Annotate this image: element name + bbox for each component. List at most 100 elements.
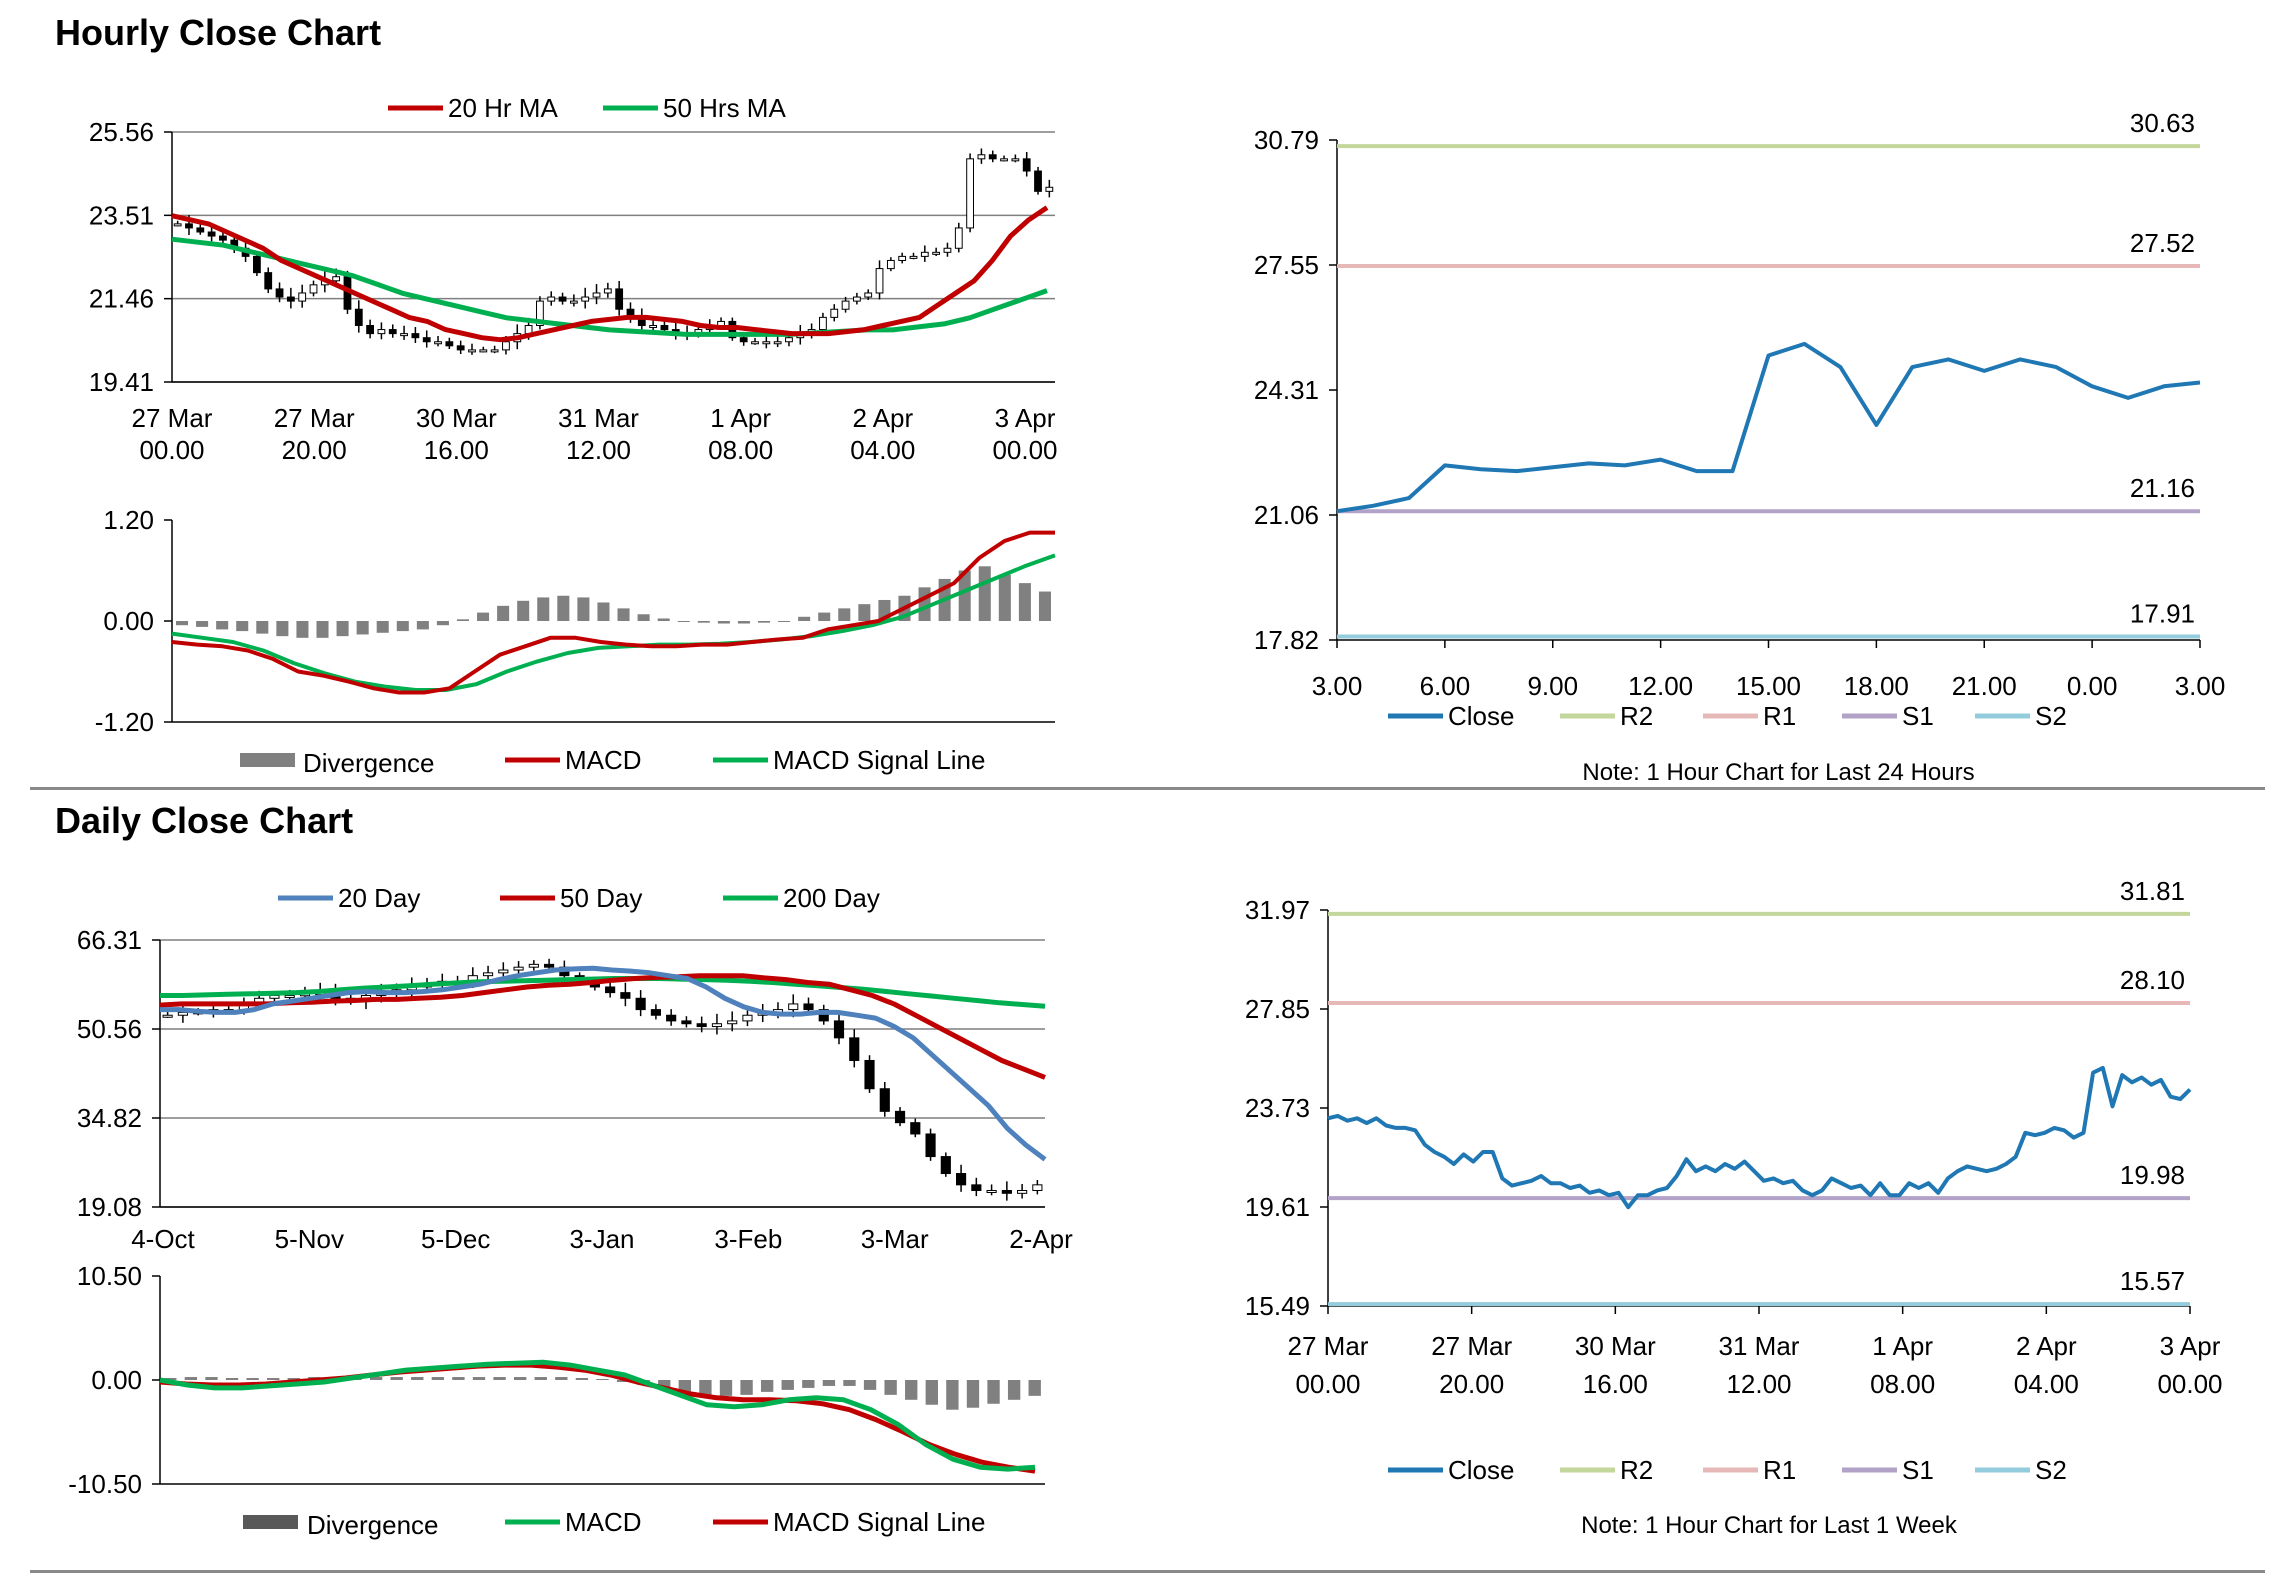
hourly-price-ytick-label: 25.56 (89, 117, 154, 147)
hourly-price-candle (988, 154, 997, 160)
daily-price-ytick-label: 34.82 (77, 1103, 142, 1133)
hourly-macd-divergence-bar (798, 616, 811, 621)
daily-price-candle (1032, 1184, 1043, 1191)
hourly-price-candle (286, 296, 295, 302)
hourly-macd-divergence-bar (396, 621, 409, 632)
hourly-macd-divergence-bar (858, 604, 871, 621)
daily-macd-divergence-bar (287, 1378, 300, 1380)
hourly-1week-note: Note: 1 Hour Chart for Last 1 Week (1581, 1512, 1958, 1539)
legend-divergence-swatch (240, 753, 295, 767)
hourly-price-xtick-date: 1 Apr (710, 403, 771, 433)
hourly-price-candle (298, 292, 307, 302)
daily-macd-divergence-bar (411, 1377, 424, 1380)
daily-macd-divergence-bar (164, 1378, 177, 1380)
hourly-price-candle (966, 158, 974, 229)
hourly-macd-divergence-bar (697, 621, 710, 623)
hourly-1week-xtick-date: 27 Mar (1431, 1331, 1512, 1361)
daily-macd-divergence-bar (946, 1380, 959, 1410)
legend-20hr-ma-label: 20 Hr MA (448, 93, 558, 123)
daily-legend-divergence-label: Divergence (307, 1510, 439, 1540)
daily-macd-divergence-bar (246, 1378, 259, 1380)
hourly-macd-divergence-bar (376, 621, 389, 633)
hourly-macd-divergence-bar (757, 621, 771, 623)
hourly-1week-s1-label: 19.98 (2120, 1160, 2185, 1190)
daily-legend-macd-signal-label: MACD Signal Line (773, 1507, 985, 1537)
hourly-24h-legend-close-label: Close (1448, 701, 1514, 731)
daily-macd-ytick-label: 0.00 (91, 1365, 142, 1395)
hourly-1week-xtick-date: 31 Mar (1719, 1331, 1800, 1361)
hourly-price-ytick-label: 23.51 (89, 200, 154, 230)
hourly-macd-divergence-bar (737, 621, 750, 624)
hourly-price-candle (785, 337, 793, 343)
legend-50-day-label: 50 Day (560, 883, 642, 913)
hourly-price-candle (943, 247, 952, 253)
daily-price-xtick-label: 2-Apr (1009, 1224, 1073, 1254)
daily-macd-divergence-bar (905, 1380, 918, 1400)
daily-price-candle (940, 1156, 951, 1175)
hourly-1week-ytick-label: 31.97 (1245, 895, 1310, 925)
daily-macd-divergence-bar (658, 1380, 671, 1389)
hourly-macd-divergence-bar (597, 602, 610, 621)
hourly-1week-r1-label: 28.10 (2120, 965, 2185, 995)
daily-macd-divergence-bar (843, 1380, 856, 1386)
daily-macd-divergence-bar (740, 1380, 753, 1395)
hourly-24h-s2-label: 17.91 (2130, 599, 2195, 629)
hourly-24h-ytick-label: 17.82 (1254, 625, 1319, 655)
hourly-macd-divergence-bar (838, 608, 851, 621)
hourly-price-candle (581, 296, 590, 302)
daily-macd-divergence-bar (184, 1377, 198, 1380)
daily-macd-divergence-bar (925, 1380, 938, 1405)
daily-macd-divergence-bar (822, 1380, 836, 1386)
daily-price-candle (986, 1189, 997, 1193)
hourly-price-xtick-date: 2 Apr (852, 403, 913, 433)
hourly-macd-divergence-bar (818, 612, 831, 621)
hourly-macd-divergence-bar (557, 595, 570, 621)
daily-price-candle (650, 1009, 661, 1016)
hourly-1week-ytick-label: 19.61 (1245, 1192, 1310, 1222)
hourly-macd-divergence-bar (657, 618, 670, 621)
daily-price-candle (971, 1184, 982, 1191)
daily-price-candle (1017, 1189, 1028, 1194)
daily-price-candle (528, 963, 539, 968)
hourly-24h-legend-s1-label: S1 (1902, 701, 1934, 731)
hourly-macd-divergence-bar (517, 600, 530, 621)
hourly-1week-xtick-time: 12.00 (1726, 1369, 1791, 1399)
hourly-24h-ytick-label: 24.31 (1254, 375, 1319, 405)
hourly-macd-ytick-label: 1.20 (103, 505, 154, 535)
daily-macd-divergence-bar (596, 1379, 609, 1381)
hourly-macd-divergence-bar (477, 612, 490, 621)
daily-ma20-line (160, 965, 1047, 1162)
daily-price-xtick-label: 3-Jan (569, 1224, 634, 1254)
hourly-price-candle (977, 154, 986, 160)
daily-macd-divergence-bar (699, 1380, 712, 1395)
daily-price-candle (162, 1014, 173, 1018)
daily-price-candle (482, 972, 494, 977)
hourly-macd-divergence-bar (216, 621, 229, 630)
daily-price-xtick-label: 3-Feb (714, 1224, 782, 1254)
daily-macd-divergence-bar (225, 1378, 239, 1380)
daily-price-candle (681, 1020, 692, 1025)
hourly-price-candle (434, 341, 442, 345)
daily-macd-divergence-bar (1007, 1380, 1021, 1400)
hourly-1week-s2-label: 15.57 (2120, 1266, 2185, 1296)
hourly-price-candle (173, 223, 182, 227)
daily-price-candle (513, 966, 524, 971)
hourly-24h-legend-r2-label: R2 (1620, 701, 1653, 731)
daily-price-xtick-label: 3-Mar (861, 1224, 929, 1254)
hourly-macd-divergence-bar (1018, 583, 1031, 621)
hourly-macd-divergence-bar (296, 621, 309, 638)
hourly-1week-legend-r2-label: R2 (1620, 1455, 1653, 1485)
hourly-price-candle (954, 227, 963, 249)
hourly-price-candle (547, 296, 556, 302)
hourly-1week-legend-r1-label: R1 (1763, 1455, 1796, 1485)
daily-price-candle (620, 992, 631, 999)
hourly-price-xtick-date: 27 Mar (132, 403, 213, 433)
daily-price-candle (696, 1023, 707, 1028)
hourly-macd-divergence-bar (617, 608, 630, 621)
daily-price-candle (269, 994, 280, 999)
legend-divergence-label: Divergence (303, 748, 435, 778)
daily-price-candle (864, 1059, 875, 1090)
hourly-macd-divergence-bar (196, 621, 209, 627)
hourly-24h-ytick-label: 21.06 (1254, 500, 1319, 530)
hourly-price-candle (456, 345, 465, 351)
